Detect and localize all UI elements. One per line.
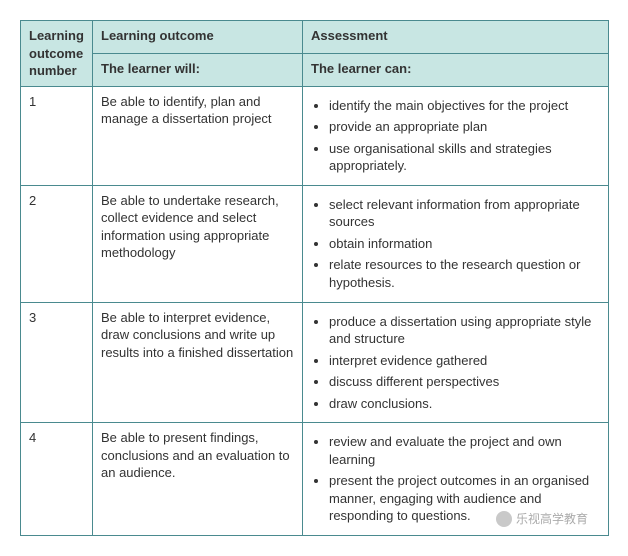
header-num: Learning outcome number [21, 21, 93, 87]
learning-outcomes-table: Learning outcome number Learning outcome… [20, 20, 609, 536]
subheader-assessment: The learner can: [303, 53, 609, 86]
list-item: identify the main objectives for the pro… [329, 97, 600, 115]
cell-assessment: identify the main objectives for the pro… [303, 86, 609, 185]
table-body: 1Be able to identify, plan and manage a … [21, 86, 609, 535]
assessment-list: review and evaluate the project and own … [311, 433, 600, 525]
assessment-list: produce a dissertation using appropriate… [311, 313, 600, 413]
cell-num: 4 [21, 423, 93, 536]
table-row: 4Be able to present findings, conclusion… [21, 423, 609, 536]
cell-num: 3 [21, 302, 93, 423]
assessment-list: identify the main objectives for the pro… [311, 97, 600, 175]
cell-assessment: select relevant information from appropr… [303, 185, 609, 302]
list-item: select relevant information from appropr… [329, 196, 600, 231]
cell-num: 1 [21, 86, 93, 185]
list-item: relate resources to the research questio… [329, 256, 600, 291]
list-item: obtain information [329, 235, 600, 253]
subheader-outcome: The learner will: [93, 53, 303, 86]
list-item: provide an appropriate plan [329, 118, 600, 136]
header-assessment: Assessment [303, 21, 609, 54]
list-item: use organisational skills and strategies… [329, 140, 600, 175]
cell-outcome: Be able to identify, plan and manage a d… [93, 86, 303, 185]
table-row: 2Be able to undertake research, collect … [21, 185, 609, 302]
table-row: 1Be able to identify, plan and manage a … [21, 86, 609, 185]
assessment-list: select relevant information from appropr… [311, 196, 600, 292]
list-item: draw conclusions. [329, 395, 600, 413]
cell-outcome: Be able to interpret evidence, draw conc… [93, 302, 303, 423]
list-item: present the project outcomes in an organ… [329, 472, 600, 525]
table-row: 3Be able to interpret evidence, draw con… [21, 302, 609, 423]
list-item: review and evaluate the project and own … [329, 433, 600, 468]
cell-assessment: produce a dissertation using appropriate… [303, 302, 609, 423]
list-item: interpret evidence gathered [329, 352, 600, 370]
list-item: discuss different perspectives [329, 373, 600, 391]
cell-num: 2 [21, 185, 93, 302]
cell-outcome: Be able to present findings, conclusions… [93, 423, 303, 536]
cell-outcome: Be able to undertake research, collect e… [93, 185, 303, 302]
list-item: produce a dissertation using appropriate… [329, 313, 600, 348]
header-outcome: Learning outcome [93, 21, 303, 54]
cell-assessment: review and evaluate the project and own … [303, 423, 609, 536]
